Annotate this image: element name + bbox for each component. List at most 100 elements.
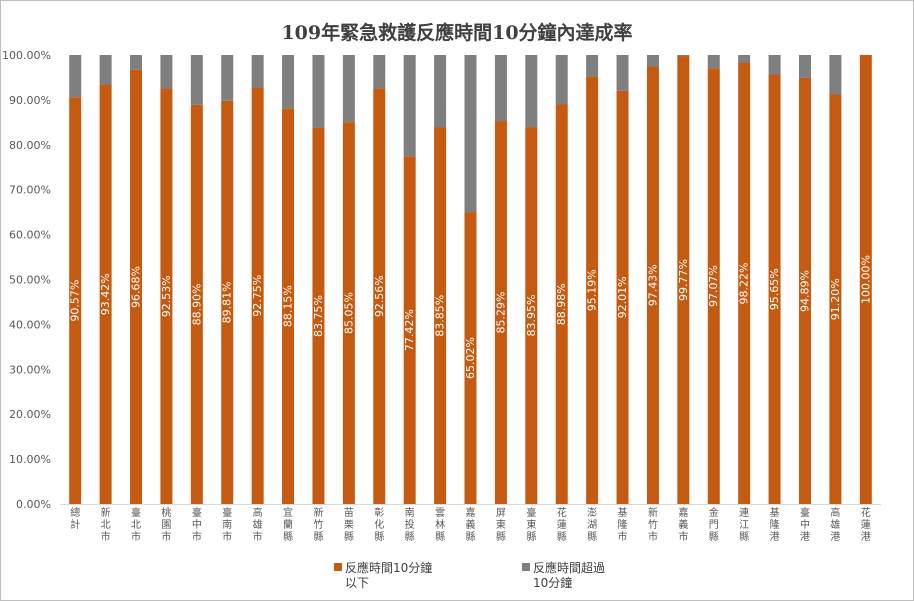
x-tick-label: 臺中港 (800, 506, 810, 543)
x-tick-label: 金門縣 (709, 506, 719, 543)
bar-over-10 (586, 55, 599, 77)
bar-data-label: 88.90% (190, 283, 203, 325)
bar-under-10 (859, 55, 872, 504)
bar-under-10 (555, 104, 568, 504)
bar-data-label: 83.95% (525, 295, 538, 337)
bar-over-10 (160, 55, 173, 89)
x-tick-label: 臺南市 (222, 506, 232, 543)
bar-data-label: 83.75% (312, 295, 325, 337)
bar-data-label: 91.20% (829, 278, 842, 320)
bar-over-10 (798, 55, 811, 78)
x-tick-label: 總計 (70, 506, 80, 531)
legend-label-under-10-line1: 反應時間10分鐘 (345, 561, 433, 575)
x-tick-label: 桃園市 (161, 506, 171, 543)
bar-data-label: 88.15% (282, 285, 295, 327)
bar-over-10 (707, 55, 720, 69)
y-tick-label: 20.00% (9, 408, 51, 421)
x-tick-label: 南投縣 (405, 506, 415, 543)
bar-under-10 (99, 84, 112, 505)
bar-data-label: 96.68% (130, 266, 143, 308)
y-tick-label: 70.00% (9, 184, 51, 197)
bar-over-10 (616, 55, 629, 91)
bar-under-10 (616, 90, 629, 505)
bar-data-label: 88.98% (555, 283, 568, 325)
bar-data-label: 83.85% (434, 295, 447, 337)
y-tick-label: 50.00% (9, 274, 51, 287)
bar-over-10 (555, 55, 568, 105)
bar-over-10 (221, 55, 234, 101)
bar-data-label: 89.81% (221, 281, 234, 323)
y-tick-label: 10.00% (9, 453, 51, 466)
bar-data-label: 93.42% (99, 273, 112, 315)
x-tick-label: 彰化縣 (374, 506, 384, 543)
bar-data-label: 94.89% (798, 270, 811, 312)
bar-data-label: 85.29% (494, 292, 507, 334)
bar-under-10 (646, 66, 659, 504)
bar-over-10 (130, 55, 143, 70)
x-tick-label: 臺中市 (192, 506, 202, 543)
bar-under-10 (282, 108, 295, 505)
x-tick-label: 澎湖縣 (587, 507, 597, 543)
bar-under-10 (221, 100, 234, 504)
bar-over-10 (525, 55, 538, 128)
bar-data-label: 92.53% (160, 275, 173, 317)
x-tick-label: 花蓮縣 (557, 506, 567, 543)
bar-under-10 (829, 94, 842, 505)
bar-over-10 (69, 55, 82, 98)
bar-over-10 (312, 55, 325, 128)
legend-swatch-under-10 (334, 563, 342, 571)
bar-under-10 (434, 127, 447, 505)
bar-over-10 (464, 55, 477, 213)
bar-over-10 (282, 55, 295, 109)
bar-under-10 (342, 122, 355, 505)
bar-under-10 (677, 56, 690, 504)
legend-label-over-10-line2: 10分鐘 (533, 576, 573, 590)
bar-under-10 (373, 88, 386, 504)
x-tick-label: 宜蘭縣 (283, 506, 293, 543)
bar-over-10 (99, 55, 112, 85)
bar-data-label: 90.57% (69, 280, 82, 322)
bar-data-label: 98.22% (738, 263, 751, 305)
y-tick-label: 40.00% (9, 318, 51, 331)
bar-data-label: 92.56% (373, 275, 386, 317)
x-tick-label: 屏東縣 (496, 507, 506, 543)
x-tick-label: 嘉義縣 (466, 506, 476, 543)
bar-over-10 (494, 55, 507, 122)
x-tick-label: 連江縣 (739, 506, 749, 543)
bar-data-label: 95.65% (768, 268, 781, 310)
bar-over-10 (768, 55, 781, 75)
bar-over-10 (190, 55, 203, 105)
bar-data-label: 92.01% (616, 276, 629, 318)
x-tick-label: 基隆港 (770, 506, 780, 543)
x-tick-label: 嘉義市 (678, 506, 688, 543)
bar-over-10 (829, 55, 842, 95)
x-tick-label: 新竹市 (648, 506, 658, 543)
x-tick-label: 臺東縣 (526, 506, 536, 543)
x-tick-label: 新竹縣 (313, 506, 323, 543)
bar-data-label: 85.05% (342, 292, 355, 334)
legend-label-under-10-line2: 以下 (345, 576, 370, 590)
bar-under-10 (525, 127, 538, 504)
bar-data-label: 65.02% (464, 337, 477, 379)
bar-under-10 (312, 127, 325, 505)
bar-over-10 (738, 55, 751, 63)
bar-data-label: 92.75% (251, 275, 264, 317)
y-tick-label: 30.00% (9, 363, 51, 376)
x-tick-label: 苗栗縣 (344, 507, 354, 543)
y-tick-label: 90.00% (9, 94, 51, 107)
bar-data-label: 99.77% (677, 259, 690, 301)
legend-swatch-over-10 (522, 563, 530, 571)
bar-under-10 (738, 62, 751, 505)
x-tick-label: 雲林縣 (435, 507, 445, 543)
chart-title: 109年緊急救護反應時間10分鐘內達成率 (281, 22, 633, 44)
bar-under-10 (69, 97, 82, 504)
bar-data-label: 95.19% (586, 269, 599, 311)
bar-under-10 (798, 77, 811, 504)
bar-under-10 (768, 74, 781, 505)
bar-under-10 (403, 156, 416, 504)
y-tick-label: 60.00% (9, 229, 51, 242)
legend-label-over-10-line1: 反應時間超過 (533, 561, 606, 575)
legend-item-under-10: 反應時間10分鐘 以下 (334, 561, 435, 591)
